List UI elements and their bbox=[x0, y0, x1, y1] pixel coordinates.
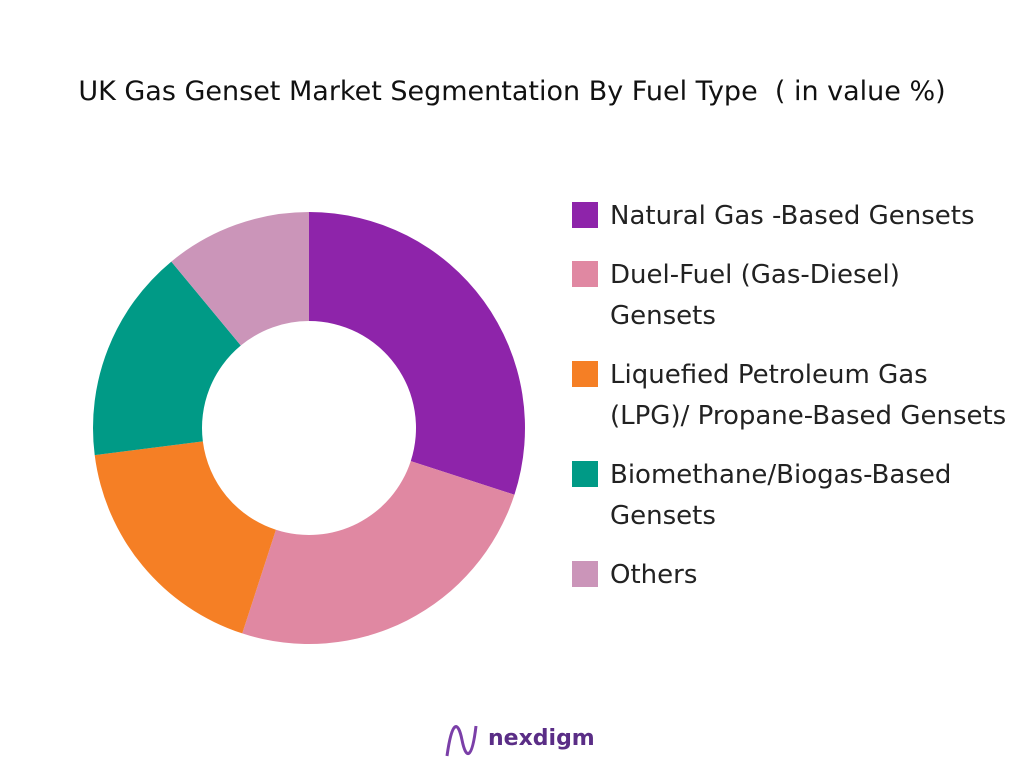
legend-item: Others bbox=[572, 555, 1012, 596]
slice bbox=[309, 212, 525, 495]
slice bbox=[171, 212, 309, 346]
legend-item: Liquefied Petroleum Gas (LPG)/ Propane-B… bbox=[572, 355, 1012, 437]
legend-label: Others bbox=[610, 560, 698, 590]
legend-swatch bbox=[572, 261, 598, 287]
legend-swatch bbox=[572, 561, 598, 587]
legend-swatch bbox=[572, 361, 598, 387]
legend-item: Natural Gas -Based Gensets bbox=[572, 196, 1012, 237]
legend-label: Biomethane/Biogas-Based Gensets bbox=[610, 460, 952, 531]
slice bbox=[242, 461, 515, 644]
slice bbox=[94, 441, 276, 634]
legend-swatch bbox=[572, 202, 598, 228]
legend-label: Liquefied Petroleum Gas (LPG)/ Propane-B… bbox=[610, 360, 1007, 431]
legend-item: Biomethane/Biogas-Based Gensets bbox=[572, 455, 1012, 537]
logo: nexdigm bbox=[488, 726, 595, 751]
chart-title: UK Gas Genset Market Segmentation By Fue… bbox=[78, 76, 946, 107]
legend-label: Natural Gas -Based Gensets bbox=[610, 201, 975, 231]
legend-swatch bbox=[572, 461, 598, 487]
slice bbox=[93, 261, 241, 456]
legend-item: Duel-Fuel (Gas-Diesel) Gensets bbox=[572, 255, 1012, 337]
legend-label: Duel-Fuel (Gas-Diesel) Gensets bbox=[610, 260, 900, 331]
logo-icon bbox=[445, 725, 478, 757]
legend: Natural Gas -Based Gensets Duel-Fuel (Gas… bbox=[572, 196, 1012, 614]
